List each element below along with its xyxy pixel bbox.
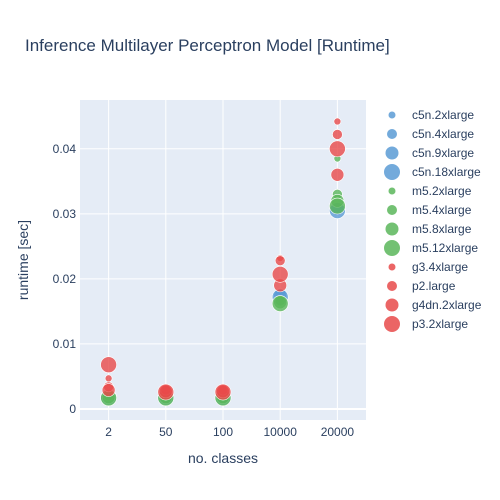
x-tick-label: 2 <box>105 425 112 439</box>
data-point <box>274 255 286 266</box>
data-point <box>329 197 346 215</box>
data-point <box>271 295 289 312</box>
data-point <box>214 383 232 401</box>
data-point <box>100 356 117 374</box>
legend-marker <box>387 281 397 291</box>
x-tick-label: 100 <box>213 425 233 439</box>
data-point <box>330 167 345 182</box>
y-tick-label: 0.03 <box>53 207 77 221</box>
y-tick-label: 0.01 <box>53 337 77 351</box>
data-point <box>333 117 342 126</box>
legend-label: m5.8xlarge <box>412 222 472 236</box>
legend-marker <box>385 146 399 160</box>
legend-label: c5n.4xlarge <box>412 127 474 141</box>
legend-marker <box>387 205 397 215</box>
data-point <box>101 383 116 397</box>
legend-label: g4dn.2xlarge <box>412 298 482 312</box>
data-point <box>329 140 346 158</box>
data-point <box>157 383 175 401</box>
x-tick-label: 20000 <box>321 425 355 439</box>
chart-title: Inference Multilayer Perceptron Model [R… <box>25 36 390 55</box>
legend: c5n.2xlarge c5n.4xlarge c5n.9xlarge c5n.18x… <box>384 108 482 332</box>
data-point <box>104 374 113 383</box>
x-tick-label: 10000 <box>264 425 298 439</box>
legend-label: m5.12xlarge <box>412 241 478 255</box>
legend-label: p2.large <box>412 279 456 293</box>
legend-label: m5.2xlarge <box>412 184 472 198</box>
legend-marker <box>388 263 396 271</box>
legend-marker <box>384 316 400 332</box>
legend-marker <box>387 129 397 139</box>
legend-label: c5n.9xlarge <box>412 146 474 160</box>
y-axis-label: runtime [sec] <box>15 220 31 300</box>
legend-label: g3.4xlarge <box>412 260 468 274</box>
legend-marker <box>384 240 400 256</box>
legend-label: p3.2xlarge <box>412 317 468 331</box>
legend-marker <box>388 111 396 119</box>
legend-marker <box>384 164 400 180</box>
x-axis-label: no. classes <box>188 450 258 466</box>
legend-marker <box>385 222 399 236</box>
data-point <box>332 129 343 140</box>
legend-label: m5.4xlarge <box>412 203 472 217</box>
legend-label: c5n.2xlarge <box>412 108 474 122</box>
data-points <box>100 117 346 407</box>
y-tick-label: 0.04 <box>53 142 77 156</box>
legend-marker <box>388 187 396 195</box>
y-tick-label: 0.02 <box>53 272 77 286</box>
x-tick-label: 50 <box>159 425 173 439</box>
legend-marker <box>385 298 399 312</box>
y-tick-labels: 0 0.01 0.02 0.03 0.04 <box>53 142 77 416</box>
y-tick-label: 0 <box>69 402 76 416</box>
grid-lines <box>80 100 366 420</box>
legend-label: c5n.18xlarge <box>412 165 481 179</box>
data-point <box>271 266 289 283</box>
x-tick-labels: 2 50 100 10000 20000 <box>105 425 354 439</box>
